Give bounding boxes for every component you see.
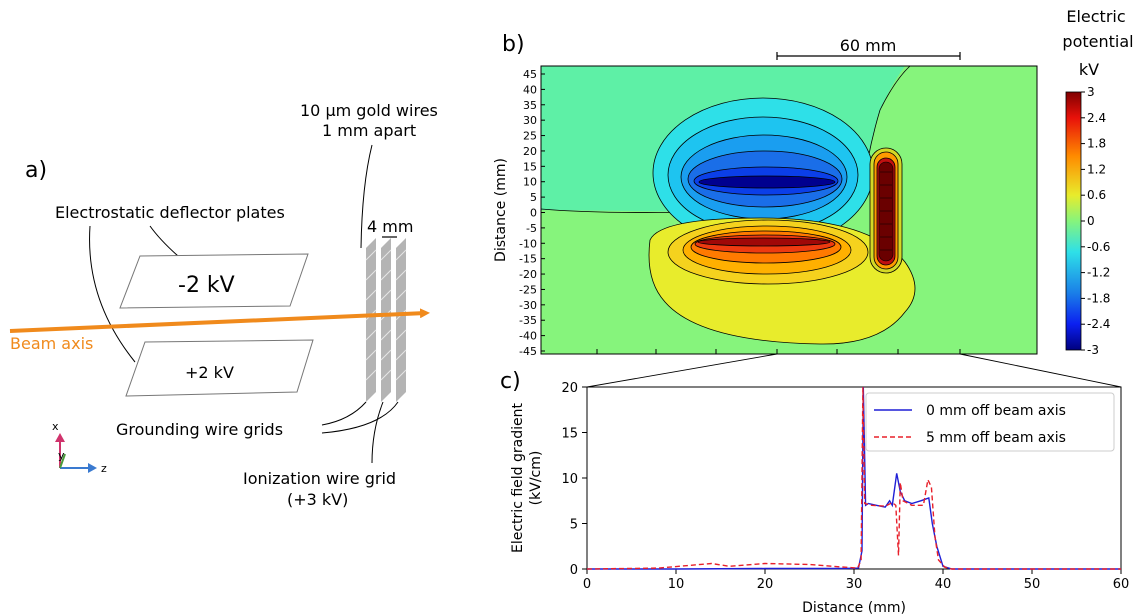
beam-axis-label: Beam axis (10, 334, 93, 353)
colorbar-tick-label: -1.2 (1087, 266, 1110, 280)
legend-label-series-2: 5 mm off beam axis (926, 430, 1066, 446)
spacing-label: 4 mm (367, 217, 413, 236)
ionization-leader (371, 401, 384, 464)
series-line-2 (586, 386, 1121, 570)
x-tick-label: 0 (583, 577, 591, 592)
bottom-plate-voltage: +2 kV (185, 363, 234, 382)
x-tick-label: 30 (846, 577, 863, 592)
contour-ytick-label: 35 (523, 99, 537, 112)
panel-b-letter: b) (502, 32, 525, 57)
ionization-grid (381, 238, 391, 402)
panel-c: c) 0 10 20 30 40 50 60 0 5 10 15 20 Electric field … (500, 369, 1129, 616)
contour-plot-frame (540, 65, 1038, 355)
colorbar (1065, 91, 1082, 351)
contour-ytick-label: 45 (523, 68, 537, 81)
contour-ytick-label: -5 (526, 222, 537, 235)
beam-axis-arrow (9, 308, 430, 333)
ionization-label-line2: (+3 kV) (287, 490, 348, 509)
y-tick-label: 15 (561, 427, 578, 442)
field-plot-ticks: 0 10 20 30 40 50 60 0 5 10 15 20 (561, 381, 1129, 592)
contour-ytick-label: -10 (519, 237, 537, 250)
axis-y-label: y (58, 449, 65, 462)
gold-wires-leader (360, 144, 373, 249)
panel-a-letter: a) (25, 158, 47, 183)
deflector-bottom-leader (89, 225, 136, 363)
colorbar-tick-label: 1.8 (1087, 137, 1106, 151)
colorbar-title-line2: potential (1062, 32, 1133, 51)
contour-ytick-label: -25 (519, 283, 537, 296)
top-plate-voltage: -2 kV (178, 273, 235, 298)
colorbar-tick-label: 1.2 (1087, 162, 1106, 176)
colorbar-tick-label: -1.8 (1087, 291, 1110, 305)
colorbar-ticks: 3 2.4 1.8 1.2 0.6 0 -0.6 -1.2 -1.8 -2.4 -3 (1081, 85, 1110, 357)
y-tick-label: 20 (561, 381, 578, 396)
contour-ytick-label: 30 (523, 114, 537, 127)
x-tick-label: 60 (1113, 577, 1130, 592)
colorbar-tick-label: -2.4 (1087, 317, 1110, 331)
colorbar-tick-label: 2.4 (1087, 111, 1106, 125)
contour-ytick-label: 5 (530, 191, 537, 204)
contour-ytick-label: -15 (519, 253, 537, 266)
contour-xticks (596, 349, 961, 354)
x-tick-label: 40 (935, 577, 952, 592)
grounding-leader-2 (321, 401, 399, 434)
zoom-connector-right (959, 353, 1122, 388)
colorbar-tick-label: 0 (1087, 214, 1095, 228)
contour-ytick-label: -45 (519, 345, 537, 358)
contour-ytick-label: -30 (519, 299, 537, 312)
contour-ytick-label: 0 (530, 207, 537, 220)
colorbar-title-line1: Electric (1066, 7, 1125, 26)
deflector-top-leader (149, 225, 179, 257)
grounding-leader-1 (321, 401, 367, 426)
contour-ytick-label: -40 (519, 330, 537, 343)
scale-bar-label: 60 mm (840, 36, 897, 55)
x-tick-label: 50 (1024, 577, 1041, 592)
field-xlabel: Distance (mm) (802, 600, 906, 616)
field-ylabel-line2: (kV/cm) (528, 451, 544, 506)
colorbar-tick-label: 0.6 (1087, 188, 1106, 202)
panel-a: a) 10 µm gold wires 1 mm apart Electrost… (9, 101, 438, 509)
contour-ytick-label: -35 (519, 314, 537, 327)
gold-wires-label-line2: 1 mm apart (322, 121, 416, 140)
colorbar-tick-label: 3 (1087, 85, 1095, 99)
ionization-label-line1: Ionization wire grid (243, 469, 396, 488)
potential-contour-plot (541, 66, 1037, 354)
contour-ytick-label: 10 (523, 176, 537, 189)
contour-ylabel: Distance (mm) (493, 158, 509, 262)
axis-x-label: x (52, 420, 59, 433)
deflector-plates-label: Electrostatic deflector plates (55, 203, 285, 222)
contour-ytick-label: 25 (523, 130, 537, 143)
y-tick-label: 5 (570, 518, 578, 533)
legend-label-series-1: 0 mm off beam axis (926, 403, 1066, 419)
grounding-grid-1 (366, 238, 376, 402)
field-ylabel-line1: Electric field gradient (510, 403, 526, 553)
y-tick-label: 0 (570, 563, 578, 578)
field-plot-series (586, 386, 1121, 570)
y-tick-label: 10 (561, 472, 578, 487)
contour-y-ticks: 45 40 35 30 25 20 15 10 5 0 -5 -10 -15 -20 -25 -30 -35 -4… (519, 68, 545, 358)
axes-triad: x y z (52, 420, 107, 475)
zoom-connector-left (586, 353, 778, 388)
panel-c-letter: c) (500, 369, 521, 394)
contour-ytick-label: 40 (523, 83, 537, 96)
grounding-grid-2 (396, 238, 406, 402)
contour-ytick-label: 15 (523, 160, 537, 173)
colorbar-unit: kV (1079, 60, 1099, 79)
gold-wires-label-line1: 10 µm gold wires (300, 101, 438, 120)
legend: 0 mm off beam axis 5 mm off beam axis (865, 392, 1115, 452)
contour-ytick-label: 20 (523, 145, 537, 158)
colorbar-tick-label: -3 (1087, 343, 1099, 357)
panel-b: b) 60 mm (493, 7, 1134, 358)
wire-grids (365, 238, 407, 402)
contour-ytick-label: -20 (519, 268, 537, 281)
axis-z-label: z (101, 462, 107, 475)
colorbar-tick-label: -0.6 (1087, 240, 1110, 254)
grounding-grids-label: Grounding wire grids (116, 420, 283, 439)
x-tick-label: 20 (757, 577, 774, 592)
x-tick-label: 10 (668, 577, 685, 592)
bottom-deflector-plate (125, 339, 314, 397)
top-deflector-plate (119, 253, 309, 309)
